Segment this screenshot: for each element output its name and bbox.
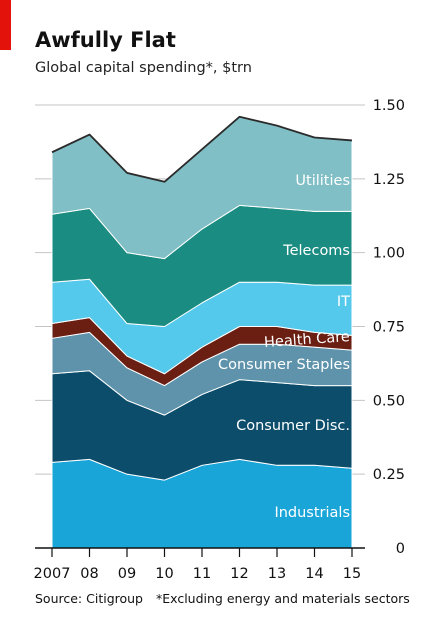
- accent-bar: [0, 0, 11, 50]
- chart-title: Awfully Flat: [35, 28, 176, 52]
- x-tick-label-4: 11: [193, 566, 211, 582]
- y-tick-label-6: 1.50: [373, 98, 405, 114]
- series-label-industrials: Industrials: [274, 505, 350, 521]
- total-line: [51, 115, 353, 183]
- x-axis: 2007 08 09 10 11 12 13 14 15: [34, 547, 365, 582]
- series-label-utilities: Utilities: [295, 173, 350, 189]
- x-tick-label-1: 08: [80, 566, 98, 582]
- stacked-areas: [51, 115, 353, 549]
- x-tick-label-7: 14: [305, 566, 323, 582]
- y-tick-label-5: 1.25: [373, 172, 405, 188]
- y-tick-label-2: 0.50: [373, 393, 405, 409]
- source-note: Source: Citigroup: [35, 591, 143, 606]
- series-label-consumer-disc: Consumer Disc.: [236, 418, 350, 434]
- y-tick-label-4: 1.00: [373, 246, 405, 262]
- series-label-telecoms: Telecoms: [282, 243, 350, 259]
- series-label-it: IT: [337, 294, 350, 310]
- x-tick-label-5: 12: [230, 566, 248, 582]
- x-tick-label-2: 09: [118, 566, 136, 582]
- y-axis: 0 0.25 0.50 0.75 1.00 1.25 1.50: [373, 98, 405, 557]
- series-labels: Industrials Consumer Disc. Consumer Staple…: [218, 173, 350, 521]
- x-tick-label-0: 2007: [34, 566, 71, 582]
- series-label-consumer-staples: Consumer Staples: [218, 357, 350, 373]
- y-tick-label-3: 0.75: [373, 320, 405, 336]
- chart-subtitle: Global capital spending*, $trn: [35, 60, 252, 76]
- area-industrials: [51, 458, 353, 549]
- x-tick-label-3: 10: [155, 566, 173, 582]
- y-tick-label-0: 0: [396, 541, 405, 557]
- x-tick-label-8: 15: [343, 566, 361, 582]
- x-tick-label-6: 13: [268, 566, 286, 582]
- y-tick-label-1: 0.25: [373, 467, 405, 483]
- footnote: *Excluding energy and materials sectors: [156, 591, 410, 606]
- series-label-health-care: Health Care: [264, 329, 351, 351]
